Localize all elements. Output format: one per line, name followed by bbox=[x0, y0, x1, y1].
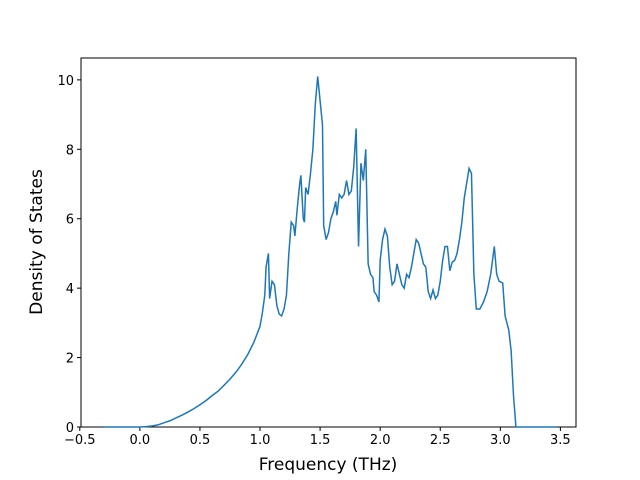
x-tick-label: 2.5 bbox=[430, 433, 451, 448]
x-tick-label: 1.5 bbox=[310, 433, 331, 448]
x-tick-label: 1.0 bbox=[250, 433, 271, 448]
axes-frame bbox=[80, 57, 577, 428]
y-tick-label: 4 bbox=[66, 282, 74, 297]
x-tick-label: 0.0 bbox=[130, 433, 151, 448]
y-tick-label: 10 bbox=[57, 74, 74, 89]
x-tick-label: −0.5 bbox=[64, 433, 96, 448]
x-tick-label: 2.0 bbox=[370, 433, 391, 448]
y-tick-label: 0 bbox=[66, 421, 74, 436]
x-tick-label: 3.5 bbox=[550, 433, 571, 448]
x-tick-label: 0.5 bbox=[190, 433, 211, 448]
y-tick-label: 8 bbox=[66, 143, 74, 158]
y-tick-label: 6 bbox=[66, 213, 74, 228]
x-axis-label: Frequency (THz) bbox=[259, 455, 398, 475]
x-tick-label: 3.0 bbox=[490, 433, 511, 448]
y-tick-label: 2 bbox=[66, 352, 74, 367]
y-axis-label: Density of States bbox=[27, 169, 47, 315]
density-line bbox=[103, 76, 557, 428]
